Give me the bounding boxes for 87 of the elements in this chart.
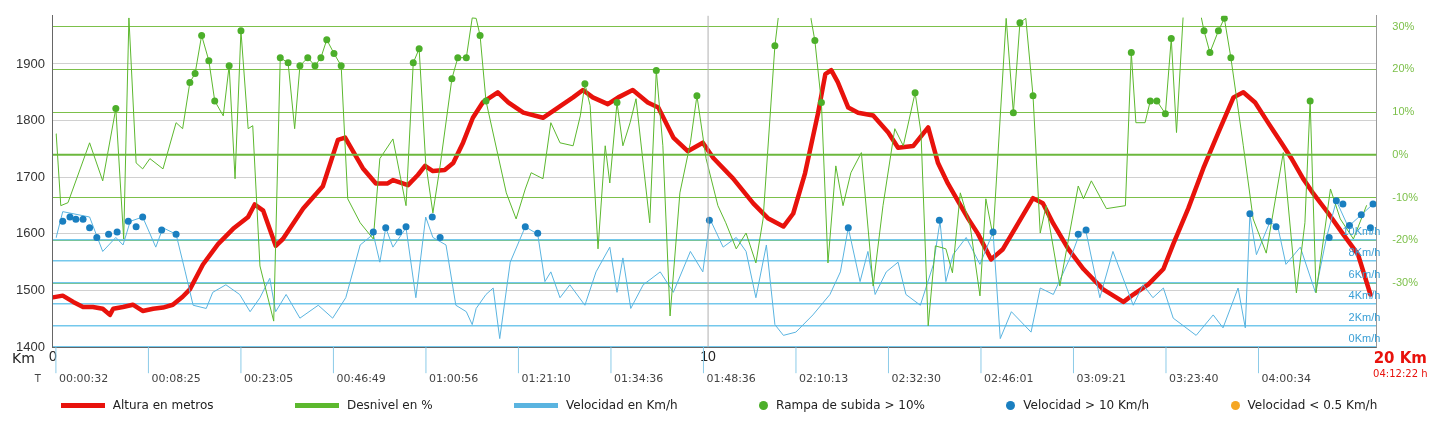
point xyxy=(296,62,304,70)
text: 02:32:30 xyxy=(891,372,941,386)
point xyxy=(409,59,417,67)
point xyxy=(276,54,284,62)
point xyxy=(317,54,325,62)
x-tick-label: 10 xyxy=(700,348,717,365)
text: 00:00:32 xyxy=(58,372,109,386)
point xyxy=(304,54,312,62)
point xyxy=(1146,97,1154,105)
y-tick-label: 1900 xyxy=(16,55,45,71)
text: 04:00:34 xyxy=(1261,372,1311,386)
point xyxy=(911,89,919,97)
point xyxy=(415,45,423,53)
text: T xyxy=(33,372,42,384)
point xyxy=(205,57,213,65)
text: 02:46:01 xyxy=(983,372,1034,386)
y-tick-label: 1600 xyxy=(16,225,45,241)
point xyxy=(482,97,490,105)
point xyxy=(1161,110,1169,118)
point xyxy=(191,70,199,78)
point xyxy=(476,31,484,39)
text: 03:09:21 xyxy=(1076,372,1126,386)
point xyxy=(771,42,779,50)
point xyxy=(448,75,456,83)
y-tick-label: 1700 xyxy=(16,168,45,184)
text: 00:46:49 xyxy=(336,372,386,386)
point xyxy=(211,97,219,105)
point xyxy=(311,62,319,70)
y2-tick-label: 10% xyxy=(1392,105,1415,118)
y3-tick-label: 0Km/h xyxy=(1348,332,1381,345)
text: 02:10:13 xyxy=(798,372,849,386)
point xyxy=(1227,54,1235,62)
point xyxy=(1306,97,1314,105)
legend-label: Velocidad < 0.5 Km/h xyxy=(1247,398,1378,412)
point xyxy=(652,67,660,75)
y3-tick-label: 2Km/h xyxy=(1348,310,1381,323)
point xyxy=(1127,49,1135,57)
point xyxy=(1200,27,1208,35)
point xyxy=(323,36,331,44)
point xyxy=(284,59,292,67)
y2-tick-label: 30% xyxy=(1392,19,1415,32)
point xyxy=(462,54,470,62)
text: 01:21:10 xyxy=(521,372,571,386)
point xyxy=(186,79,194,87)
point xyxy=(330,49,338,57)
point xyxy=(1220,15,1228,22)
point xyxy=(1029,92,1037,100)
point xyxy=(337,62,345,70)
point xyxy=(112,105,120,113)
y2-tick-label: -10% xyxy=(1392,190,1419,203)
point xyxy=(198,31,206,39)
legend-label: Rampa de subida > 10% xyxy=(776,398,925,412)
point xyxy=(613,99,621,107)
point xyxy=(811,37,819,45)
y2-tick-label: 0% xyxy=(1392,147,1409,160)
point xyxy=(1206,49,1214,57)
point xyxy=(1153,97,1161,105)
legend-label: Velocidad > 10 Km/h xyxy=(1023,398,1150,412)
text: 00:08:25 xyxy=(151,372,201,386)
y2-tick-label: 20% xyxy=(1392,62,1415,75)
point xyxy=(225,62,233,70)
y-tick-label: 1500 xyxy=(16,282,45,298)
y2-tick-label: -20% xyxy=(1392,233,1419,246)
point xyxy=(581,80,589,88)
point xyxy=(1009,109,1017,117)
point xyxy=(1016,19,1024,27)
point xyxy=(237,27,245,35)
x-tick-label: 0 xyxy=(49,348,58,365)
legend-label: Velocidad en Km/h xyxy=(565,398,678,412)
point xyxy=(454,54,462,62)
text: 20 Km xyxy=(1373,349,1427,368)
point xyxy=(1167,34,1175,42)
legend-label: Desnivel en % xyxy=(346,398,433,412)
legend-label: Altura en metros xyxy=(112,398,214,412)
text: 03:23:40 xyxy=(1168,372,1219,386)
text: 01:34:36 xyxy=(613,372,664,386)
point xyxy=(817,99,825,107)
y2-tick-label: -30% xyxy=(1392,276,1419,289)
text: 01:48:36 xyxy=(706,372,756,386)
point xyxy=(693,92,701,100)
text: 04:12:22 h xyxy=(1373,367,1428,379)
y-tick-label: 1400 xyxy=(16,338,45,354)
y3-tick-label: 4Km/h xyxy=(1348,289,1381,302)
y-tick-label: 1800 xyxy=(16,112,45,128)
text: 00:23:05 xyxy=(243,372,294,386)
text: 01:00:56 xyxy=(428,372,479,386)
point xyxy=(1214,27,1222,35)
